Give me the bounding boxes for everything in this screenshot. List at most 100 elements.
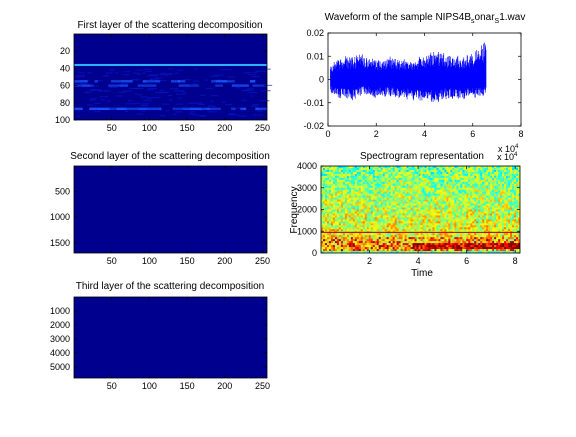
spectrogram-cell (422, 249, 425, 252)
spectrogram-cell (366, 191, 370, 194)
spectrogram-cell (368, 205, 372, 208)
spectrogram-cell (366, 201, 370, 204)
spectrogram-cell (356, 205, 360, 208)
x-tick-label: 200 (217, 381, 232, 391)
spectrogram-cell (330, 173, 334, 177)
spectrogram-cell (416, 195, 419, 198)
spectrogram-cell (504, 171, 507, 175)
spectrogram-cell (514, 193, 517, 196)
spectrogram-cell (442, 183, 445, 187)
spectrogram-cell (420, 229, 423, 232)
spectrogram-cell (440, 199, 443, 202)
spectrogram-cell (372, 227, 376, 230)
spectrogram-cell (464, 221, 467, 224)
spectrogram-cell (370, 223, 374, 226)
spectrogram-cell (494, 239, 497, 242)
spectrogram-cell (366, 215, 370, 218)
spectrogram-cell (426, 251, 429, 253)
spectrogram-cell (326, 185, 330, 189)
spectrogram-cell (404, 187, 407, 191)
spectrogram-cell (334, 201, 338, 204)
spectrogram-cell (394, 243, 397, 246)
spectrogram-cell (500, 209, 503, 212)
spectrogram-cell (362, 203, 366, 206)
spectrogram-cell (326, 181, 330, 185)
spectrogram-cell (354, 167, 358, 171)
spectrogram-cell (510, 229, 513, 232)
spectrogram-cell (328, 199, 332, 202)
spectrogram-cell (350, 181, 354, 185)
spectrogram-cell (498, 177, 501, 181)
spectrogram-cell (398, 191, 401, 194)
spectrogram-cell (492, 217, 495, 220)
spectrogram-cell (480, 249, 483, 252)
spectrogram-cell (472, 225, 475, 228)
spectrogram-cell (398, 217, 401, 220)
spectrogram-cell (444, 229, 447, 232)
first-layer-band (259, 107, 266, 111)
spectrogram-cell (342, 233, 346, 236)
spectrogram-cell (438, 227, 441, 230)
spectrogram-cell (436, 173, 439, 177)
spectrogram-cell (368, 173, 372, 177)
spectrogram-cell (414, 171, 417, 175)
spectrogram-cell (468, 201, 471, 204)
spectrogram-cell (348, 243, 352, 246)
spectrogram-cell (476, 201, 479, 204)
spectrogram-cell (400, 235, 403, 238)
spectrogram-cell (492, 245, 495, 248)
first-layer-texture (168, 99, 173, 101)
spectrogram-cell (472, 215, 475, 218)
spectrogram-cell (470, 201, 473, 204)
spectrogram-cell (408, 233, 411, 236)
first-layer-texture (252, 104, 260, 106)
spectrogram-cell (446, 193, 449, 196)
spectrogram-cell (466, 169, 469, 173)
spectrogram-cell (382, 177, 385, 181)
spectrogram-cell (332, 229, 336, 232)
spectrogram-cell (356, 251, 360, 253)
spectrogram-cell (432, 245, 435, 248)
spectrogram-cell (476, 167, 479, 171)
spectrogram-cell (434, 245, 437, 248)
spectrogram-cell (518, 205, 520, 208)
spectrogram-cell (378, 201, 381, 204)
spectrogram-cell (484, 203, 487, 206)
spectrogram-cell (468, 203, 471, 206)
spectrogram-cell (416, 235, 419, 238)
spectrogram-cell (428, 191, 431, 194)
spectrogram-cell (510, 227, 513, 230)
spectrogram-cell (366, 195, 370, 198)
spectrogram-cell (468, 213, 471, 216)
spectrogram-cell (402, 241, 405, 244)
spectrogram-cell (494, 199, 497, 202)
spectrogram-cell (450, 209, 453, 212)
spectrogram-cell (418, 247, 421, 250)
spectrogram-cell (344, 209, 348, 212)
spectrogram-cell (354, 223, 358, 226)
spectrogram-cell (498, 241, 501, 244)
spectrogram-cell (364, 243, 368, 246)
spectrogram-cell (396, 251, 399, 253)
spectrogram-cell (338, 235, 342, 238)
spectrogram-cell (510, 169, 513, 173)
spectrogram-cell (436, 205, 439, 208)
spectrogram-cell (450, 175, 453, 179)
first-layer-texture (160, 72, 167, 74)
spectrogram-cell (404, 171, 407, 175)
spectrogram-cell (492, 191, 495, 194)
spectrogram-cell (508, 207, 511, 210)
spectrogram-cell (330, 225, 334, 228)
spectrogram-cell (388, 201, 391, 204)
spectrogram-cell (496, 239, 499, 242)
spectrogram-cell (488, 233, 491, 236)
spectrogram-cell (321, 191, 324, 194)
spectrogram-cell (352, 225, 356, 228)
spectrogram-cell (324, 209, 328, 212)
spectrogram-cell (392, 227, 395, 230)
spectrogram-cell (374, 189, 378, 193)
spectrogram-cell (452, 191, 455, 194)
spectrogram-cell (414, 191, 417, 194)
spectrogram-cell (458, 166, 461, 169)
spectrogram-cell (500, 201, 503, 204)
